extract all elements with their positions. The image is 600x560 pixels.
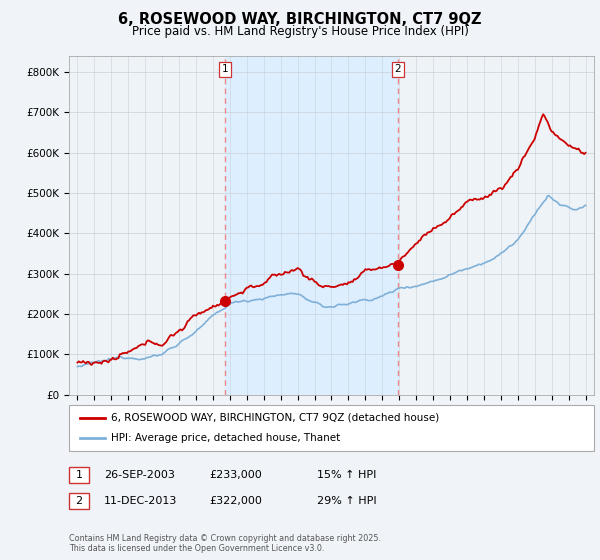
Text: 11-DEC-2013: 11-DEC-2013	[104, 496, 177, 506]
Text: 1: 1	[222, 64, 229, 74]
Text: 26-SEP-2003: 26-SEP-2003	[104, 470, 175, 480]
Bar	[226, 56, 398, 395]
Text: 29% ↑ HPI: 29% ↑ HPI	[317, 496, 376, 506]
Text: £322,000: £322,000	[209, 496, 262, 506]
Text: 1: 1	[76, 470, 82, 480]
Text: 2: 2	[76, 496, 82, 506]
Text: Contains HM Land Registry data © Crown copyright and database right 2025.
This d: Contains HM Land Registry data © Crown c…	[69, 534, 381, 553]
Text: 6, ROSEWOOD WAY, BIRCHINGTON, CT7 9QZ (detached house): 6, ROSEWOOD WAY, BIRCHINGTON, CT7 9QZ (d…	[111, 413, 439, 423]
Text: 2: 2	[395, 64, 401, 74]
Text: HPI: Average price, detached house, Thanet: HPI: Average price, detached house, Than…	[111, 433, 340, 443]
Text: 6, ROSEWOOD WAY, BIRCHINGTON, CT7 9QZ: 6, ROSEWOOD WAY, BIRCHINGTON, CT7 9QZ	[118, 12, 482, 27]
Text: Price paid vs. HM Land Registry's House Price Index (HPI): Price paid vs. HM Land Registry's House …	[131, 25, 469, 38]
Text: £233,000: £233,000	[209, 470, 262, 480]
Text: 15% ↑ HPI: 15% ↑ HPI	[317, 470, 376, 480]
